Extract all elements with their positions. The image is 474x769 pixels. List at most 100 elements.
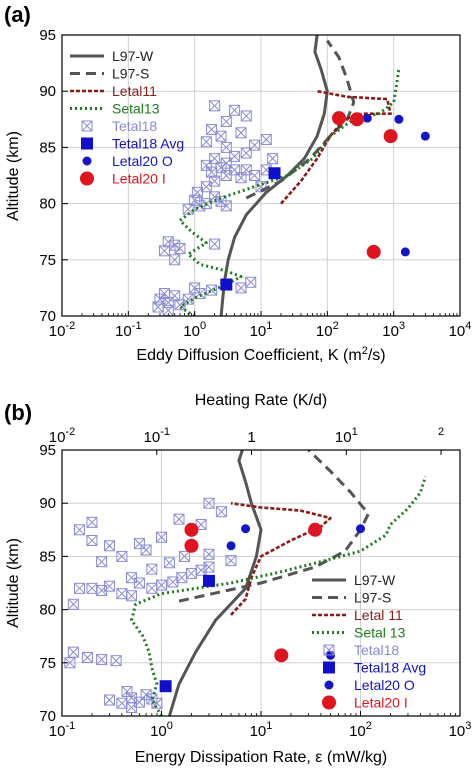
series-letal20-o-point bbox=[362, 113, 372, 123]
series-letal20-i-point bbox=[366, 244, 381, 259]
series-tetal18-point bbox=[146, 563, 158, 575]
y-tick-label: 75 bbox=[39, 252, 56, 269]
legend-entry-letal20-o: Letal20 O bbox=[324, 677, 415, 693]
legend-entry-letal20-i-swatch bbox=[80, 171, 94, 186]
panel-b-series bbox=[64, 450, 427, 716]
panel-b-x-ticks: 10-1 100 101 102 103 bbox=[49, 711, 471, 740]
panel-a: (a) 10-2 10-1 100 101 102 103 104 70 75 80 85 90 95… bbox=[4, 2, 471, 364]
series-tetal18-point bbox=[162, 236, 174, 248]
series-letal20-i-point bbox=[308, 522, 323, 537]
panel-a-y-ticks: 70 75 80 85 90 95 bbox=[39, 27, 68, 325]
legend-entry-tetal18-avg-label: Tetal18 Avg bbox=[112, 136, 184, 152]
series-tetal18-point bbox=[235, 127, 247, 139]
series-tetal18-point bbox=[74, 582, 86, 594]
series-letal11-line bbox=[230, 501, 332, 616]
y-tick-label: 85 bbox=[39, 548, 56, 565]
legend-entry-tetal18-label: Tetal18 bbox=[112, 118, 157, 134]
panel-a-x-axis-label-tail: /s) bbox=[368, 347, 386, 364]
legend-entry-letal20-i-swatch bbox=[322, 695, 336, 710]
legend-entry-letal11-label: Letal11 bbox=[112, 83, 157, 99]
legend-entry-l97-s: L97-S bbox=[312, 590, 391, 606]
series-tetal18 bbox=[152, 100, 279, 316]
series-tetal18-point bbox=[249, 170, 261, 181]
series-tetal18-point bbox=[206, 123, 218, 135]
legend-entry-tetal18-swatch bbox=[323, 644, 335, 656]
series-tetal18-point bbox=[96, 556, 108, 568]
series-tetal18-point bbox=[182, 293, 194, 305]
legend-entry-tetal18-label: Tetal18 bbox=[354, 642, 399, 658]
y-tick-label: 75 bbox=[39, 655, 56, 672]
legend-entry-l97-w-label: L97-W bbox=[354, 572, 396, 588]
series-tetal18-point bbox=[126, 590, 138, 602]
legend-entry-letal20-i: Letal20 I bbox=[80, 171, 166, 187]
x2-tick-label: 2 bbox=[438, 426, 444, 438]
series-letal20-i-point bbox=[184, 538, 199, 553]
series-l97-w-line bbox=[167, 450, 263, 716]
y-tick-label: 80 bbox=[39, 196, 56, 213]
series-tetal18-avg bbox=[220, 167, 281, 291]
series-tetal18-point bbox=[209, 175, 221, 187]
panel-a-label: (a) bbox=[4, 2, 31, 27]
series-tetal18-avg-point bbox=[268, 167, 281, 180]
series-tetal18-point bbox=[195, 564, 207, 576]
panel-b-label: (b) bbox=[4, 400, 32, 425]
series-letal20-o-point bbox=[356, 524, 365, 534]
series-tetal18-point bbox=[229, 104, 241, 116]
panel-a-y-axis-label: Altitude (km) bbox=[5, 131, 22, 221]
series-tetal18-point bbox=[209, 191, 221, 203]
y-tick-label: 90 bbox=[39, 83, 56, 100]
legend-entry-setal13-label: Setal13 bbox=[112, 101, 160, 117]
panel-b-top-x-ticks: 10-2 10-1 1 101 2 bbox=[49, 426, 444, 455]
series-letal20-i-point bbox=[349, 112, 364, 127]
x-tick-label: 102 bbox=[349, 720, 372, 740]
series-letal20-o-point bbox=[241, 524, 251, 534]
legend-entry-letal20-o-swatch bbox=[324, 680, 334, 690]
series-tetal18-point bbox=[140, 544, 152, 556]
panel-b-top-axis-label: Heating Rate (K/d) bbox=[195, 392, 328, 409]
panel-a-x-axis-label-sup: 2 bbox=[362, 345, 368, 357]
legend-entry-l97-w: L97-W bbox=[312, 572, 396, 588]
x-tick-label: 100 bbox=[150, 720, 173, 740]
x-tick-label: 101 bbox=[250, 720, 273, 740]
series-tetal18-point bbox=[203, 561, 215, 573]
series-letal20-i-point bbox=[274, 648, 289, 663]
series-letal20-o-point bbox=[394, 114, 404, 124]
legend-entry-setal13: Setal13 bbox=[70, 101, 160, 117]
series-tetal18-point bbox=[240, 164, 252, 176]
series-tetal18-point bbox=[178, 550, 190, 562]
legend-entry-letal20-o: Letal20 O bbox=[82, 153, 173, 169]
series-tetal18-point bbox=[169, 254, 181, 266]
series-tetal18-point bbox=[140, 689, 152, 701]
series-tetal18-point bbox=[121, 686, 133, 698]
series-tetal18-point bbox=[116, 697, 128, 709]
panel-b-y-axis-label: Altitude (km) bbox=[5, 538, 22, 628]
legend-entry-letal20-i-label: Letal20 I bbox=[112, 171, 166, 187]
series-tetal18-point bbox=[209, 100, 221, 112]
series-tetal18-point bbox=[103, 540, 115, 552]
series-tetal18-avg-point bbox=[202, 574, 215, 587]
series-letal11 bbox=[230, 501, 332, 616]
x2-tick-label: 101 bbox=[335, 426, 358, 446]
legend-entry-letal20-o-label: Letal20 O bbox=[112, 153, 173, 169]
series-l97-w bbox=[219, 35, 329, 316]
series-tetal18-point bbox=[74, 524, 86, 536]
series-tetal18-point bbox=[206, 284, 218, 296]
panel-a-series bbox=[152, 35, 430, 316]
series-letal20-i bbox=[332, 111, 398, 259]
series-tetal18-point bbox=[267, 153, 279, 165]
series-letal20-i-point bbox=[383, 129, 398, 144]
panel-a-grid bbox=[62, 35, 460, 316]
legend-entry-l97-s-label: L97-S bbox=[112, 66, 149, 82]
y-tick-label: 95 bbox=[39, 27, 56, 44]
series-tetal18-point bbox=[215, 130, 227, 142]
x-tick-label: 100 bbox=[183, 320, 206, 340]
series-letal20-o bbox=[226, 524, 365, 660]
series-tetal18-point bbox=[249, 139, 261, 151]
panel-b-y-ticks: 70 75 80 85 90 95 bbox=[39, 442, 68, 725]
legend-entry-tetal18-avg-swatch bbox=[81, 137, 93, 150]
series-tetal18-point bbox=[191, 186, 203, 198]
y-tick-label: 85 bbox=[39, 139, 56, 156]
series-l97-w bbox=[167, 450, 263, 716]
legend-entry-tetal18: Tetal18 bbox=[81, 118, 157, 134]
